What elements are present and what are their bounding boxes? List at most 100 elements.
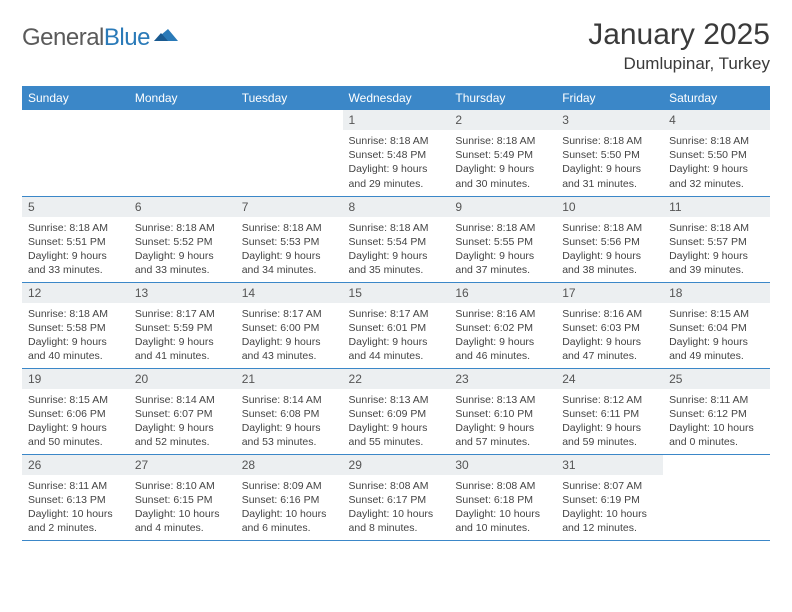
calendar-day-cell: 19Sunrise: 8:15 AMSunset: 6:06 PMDayligh… bbox=[22, 368, 129, 454]
calendar-day-cell: 31Sunrise: 8:07 AMSunset: 6:19 PMDayligh… bbox=[556, 454, 663, 540]
calendar-day-cell: 15Sunrise: 8:17 AMSunset: 6:01 PMDayligh… bbox=[343, 282, 450, 368]
day-number: 24 bbox=[556, 369, 663, 389]
day-number: 18 bbox=[663, 283, 770, 303]
day-details: Sunrise: 8:16 AMSunset: 6:03 PMDaylight:… bbox=[556, 303, 663, 368]
calendar-week-row: 1Sunrise: 8:18 AMSunset: 5:48 PMDaylight… bbox=[22, 110, 770, 196]
title-block: January 2025 Dumlupinar, Turkey bbox=[588, 18, 770, 74]
calendar-day-cell: 27Sunrise: 8:10 AMSunset: 6:15 PMDayligh… bbox=[129, 454, 236, 540]
logo-text: GeneralBlue bbox=[22, 24, 150, 52]
day-number: 2 bbox=[449, 110, 556, 130]
calendar-page: GeneralBlue January 2025 Dumlupinar, Tur… bbox=[0, 0, 792, 551]
day-details: Sunrise: 8:17 AMSunset: 6:01 PMDaylight:… bbox=[343, 303, 450, 368]
weekday-header: Thursday bbox=[449, 86, 556, 110]
weekday-header: Tuesday bbox=[236, 86, 343, 110]
day-number: 29 bbox=[343, 455, 450, 475]
calendar-day-cell: 22Sunrise: 8:13 AMSunset: 6:09 PMDayligh… bbox=[343, 368, 450, 454]
weekday-header: Monday bbox=[129, 86, 236, 110]
weekday-header: Sunday bbox=[22, 86, 129, 110]
calendar-day-cell: 13Sunrise: 8:17 AMSunset: 5:59 PMDayligh… bbox=[129, 282, 236, 368]
day-number: 23 bbox=[449, 369, 556, 389]
day-number: 27 bbox=[129, 455, 236, 475]
day-details: Sunrise: 8:18 AMSunset: 5:55 PMDaylight:… bbox=[449, 217, 556, 282]
weekday-header: Wednesday bbox=[343, 86, 450, 110]
calendar-day-cell: 6Sunrise: 8:18 AMSunset: 5:52 PMDaylight… bbox=[129, 196, 236, 282]
day-details: Sunrise: 8:18 AMSunset: 5:51 PMDaylight:… bbox=[22, 217, 129, 282]
day-number: 22 bbox=[343, 369, 450, 389]
day-details: Sunrise: 8:08 AMSunset: 6:17 PMDaylight:… bbox=[343, 475, 450, 540]
header: GeneralBlue January 2025 Dumlupinar, Tur… bbox=[22, 18, 770, 74]
calendar-day-cell: 28Sunrise: 8:09 AMSunset: 6:16 PMDayligh… bbox=[236, 454, 343, 540]
calendar-day-cell: 14Sunrise: 8:17 AMSunset: 6:00 PMDayligh… bbox=[236, 282, 343, 368]
day-details: Sunrise: 8:11 AMSunset: 6:12 PMDaylight:… bbox=[663, 389, 770, 454]
day-number: 3 bbox=[556, 110, 663, 130]
calendar-body: 1Sunrise: 8:18 AMSunset: 5:48 PMDaylight… bbox=[22, 110, 770, 540]
day-number: 30 bbox=[449, 455, 556, 475]
day-number: 20 bbox=[129, 369, 236, 389]
day-details: Sunrise: 8:09 AMSunset: 6:16 PMDaylight:… bbox=[236, 475, 343, 540]
weekday-header: Saturday bbox=[663, 86, 770, 110]
day-number: 26 bbox=[22, 455, 129, 475]
calendar-day-cell: 7Sunrise: 8:18 AMSunset: 5:53 PMDaylight… bbox=[236, 196, 343, 282]
calendar-day-cell: 17Sunrise: 8:16 AMSunset: 6:03 PMDayligh… bbox=[556, 282, 663, 368]
calendar-week-row: 12Sunrise: 8:18 AMSunset: 5:58 PMDayligh… bbox=[22, 282, 770, 368]
calendar-day-cell: 16Sunrise: 8:16 AMSunset: 6:02 PMDayligh… bbox=[449, 282, 556, 368]
calendar-day-cell: 9Sunrise: 8:18 AMSunset: 5:55 PMDaylight… bbox=[449, 196, 556, 282]
day-number: 31 bbox=[556, 455, 663, 475]
day-number: 14 bbox=[236, 283, 343, 303]
day-details: Sunrise: 8:15 AMSunset: 6:06 PMDaylight:… bbox=[22, 389, 129, 454]
day-details: Sunrise: 8:18 AMSunset: 5:56 PMDaylight:… bbox=[556, 217, 663, 282]
calendar-day-cell: 20Sunrise: 8:14 AMSunset: 6:07 PMDayligh… bbox=[129, 368, 236, 454]
day-details: Sunrise: 8:15 AMSunset: 6:04 PMDaylight:… bbox=[663, 303, 770, 368]
day-number: 12 bbox=[22, 283, 129, 303]
calendar-day-cell: 21Sunrise: 8:14 AMSunset: 6:08 PMDayligh… bbox=[236, 368, 343, 454]
calendar-day-cell: 26Sunrise: 8:11 AMSunset: 6:13 PMDayligh… bbox=[22, 454, 129, 540]
calendar-day-cell: 2Sunrise: 8:18 AMSunset: 5:49 PMDaylight… bbox=[449, 110, 556, 196]
calendar-empty-cell bbox=[663, 454, 770, 540]
day-details: Sunrise: 8:18 AMSunset: 5:50 PMDaylight:… bbox=[556, 130, 663, 195]
calendar-day-cell: 25Sunrise: 8:11 AMSunset: 6:12 PMDayligh… bbox=[663, 368, 770, 454]
calendar-day-cell: 12Sunrise: 8:18 AMSunset: 5:58 PMDayligh… bbox=[22, 282, 129, 368]
day-number: 8 bbox=[343, 197, 450, 217]
calendar-empty-cell bbox=[129, 110, 236, 196]
weekday-header-row: SundayMondayTuesdayWednesdayThursdayFrid… bbox=[22, 86, 770, 110]
day-details: Sunrise: 8:13 AMSunset: 6:09 PMDaylight:… bbox=[343, 389, 450, 454]
day-details: Sunrise: 8:12 AMSunset: 6:11 PMDaylight:… bbox=[556, 389, 663, 454]
day-details: Sunrise: 8:18 AMSunset: 5:48 PMDaylight:… bbox=[343, 130, 450, 195]
day-number: 4 bbox=[663, 110, 770, 130]
day-details: Sunrise: 8:18 AMSunset: 5:53 PMDaylight:… bbox=[236, 217, 343, 282]
calendar-week-row: 26Sunrise: 8:11 AMSunset: 6:13 PMDayligh… bbox=[22, 454, 770, 540]
calendar-week-row: 19Sunrise: 8:15 AMSunset: 6:06 PMDayligh… bbox=[22, 368, 770, 454]
calendar-week-row: 5Sunrise: 8:18 AMSunset: 5:51 PMDaylight… bbox=[22, 196, 770, 282]
calendar-day-cell: 24Sunrise: 8:12 AMSunset: 6:11 PMDayligh… bbox=[556, 368, 663, 454]
calendar-day-cell: 4Sunrise: 8:18 AMSunset: 5:50 PMDaylight… bbox=[663, 110, 770, 196]
day-details: Sunrise: 8:16 AMSunset: 6:02 PMDaylight:… bbox=[449, 303, 556, 368]
calendar-empty-cell bbox=[22, 110, 129, 196]
calendar-day-cell: 29Sunrise: 8:08 AMSunset: 6:17 PMDayligh… bbox=[343, 454, 450, 540]
calendar-day-cell: 30Sunrise: 8:08 AMSunset: 6:18 PMDayligh… bbox=[449, 454, 556, 540]
day-details: Sunrise: 8:13 AMSunset: 6:10 PMDaylight:… bbox=[449, 389, 556, 454]
day-details: Sunrise: 8:07 AMSunset: 6:19 PMDaylight:… bbox=[556, 475, 663, 540]
calendar-day-cell: 11Sunrise: 8:18 AMSunset: 5:57 PMDayligh… bbox=[663, 196, 770, 282]
flag-icon bbox=[154, 25, 182, 50]
day-details: Sunrise: 8:18 AMSunset: 5:54 PMDaylight:… bbox=[343, 217, 450, 282]
calendar-day-cell: 8Sunrise: 8:18 AMSunset: 5:54 PMDaylight… bbox=[343, 196, 450, 282]
day-details: Sunrise: 8:18 AMSunset: 5:50 PMDaylight:… bbox=[663, 130, 770, 195]
calendar-day-cell: 10Sunrise: 8:18 AMSunset: 5:56 PMDayligh… bbox=[556, 196, 663, 282]
month-title: January 2025 bbox=[588, 18, 770, 52]
day-number: 17 bbox=[556, 283, 663, 303]
day-details: Sunrise: 8:14 AMSunset: 6:08 PMDaylight:… bbox=[236, 389, 343, 454]
day-number: 1 bbox=[343, 110, 450, 130]
calendar-day-cell: 3Sunrise: 8:18 AMSunset: 5:50 PMDaylight… bbox=[556, 110, 663, 196]
day-details: Sunrise: 8:17 AMSunset: 5:59 PMDaylight:… bbox=[129, 303, 236, 368]
day-number: 21 bbox=[236, 369, 343, 389]
day-details: Sunrise: 8:18 AMSunset: 5:49 PMDaylight:… bbox=[449, 130, 556, 195]
day-number: 19 bbox=[22, 369, 129, 389]
day-details: Sunrise: 8:17 AMSunset: 6:00 PMDaylight:… bbox=[236, 303, 343, 368]
day-number: 28 bbox=[236, 455, 343, 475]
logo-word1: General bbox=[22, 24, 104, 51]
weekday-header: Friday bbox=[556, 86, 663, 110]
calendar-day-cell: 5Sunrise: 8:18 AMSunset: 5:51 PMDaylight… bbox=[22, 196, 129, 282]
location: Dumlupinar, Turkey bbox=[588, 54, 770, 74]
day-details: Sunrise: 8:08 AMSunset: 6:18 PMDaylight:… bbox=[449, 475, 556, 540]
day-details: Sunrise: 8:18 AMSunset: 5:52 PMDaylight:… bbox=[129, 217, 236, 282]
